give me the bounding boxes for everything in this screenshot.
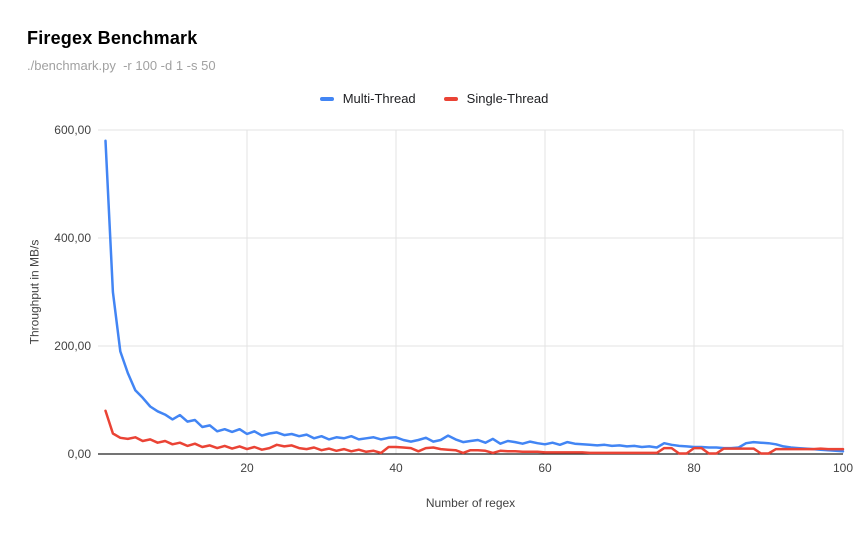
x-tick-label: 80 [687, 461, 701, 475]
chart-title: Firegex Benchmark [27, 28, 198, 48]
y-tick-label: 400,00 [54, 231, 91, 245]
series-line-single-thread [104, 409, 845, 455]
y-axis-title: Throughput in MB/s [27, 239, 41, 345]
x-axis-title: Number of regex [425, 496, 516, 510]
y-tick-label: 200,00 [54, 339, 91, 353]
legend-label-single-thread: Single-Thread [466, 91, 549, 106]
y-axis-title-container: Throughput in MB/s [26, 130, 42, 454]
legend-label-multi-thread: Multi-Thread [342, 91, 416, 106]
legend: Multi-Thread Single-Thread [0, 91, 868, 106]
y-tick-label: 600,00 [54, 123, 91, 137]
legend-item-multi-thread: Multi-Thread [319, 91, 416, 106]
legend-item-single-thread: Single-Thread [443, 91, 549, 106]
x-tick-label: 20 [240, 461, 254, 475]
series-line-multi-thread [104, 139, 845, 453]
x-tick-label: 60 [538, 461, 552, 475]
legend-swatch-single-thread-icon [443, 96, 458, 101]
legend-swatch-multi-thread-icon [319, 96, 334, 101]
y-tick-label: 0,00 [68, 447, 92, 461]
x-tick-label: 40 [389, 461, 403, 475]
chart-subtitle: ./benchmark.py -r 100 -d 1 -s 50 [27, 58, 216, 73]
x-tick-label: 100 [833, 461, 853, 475]
